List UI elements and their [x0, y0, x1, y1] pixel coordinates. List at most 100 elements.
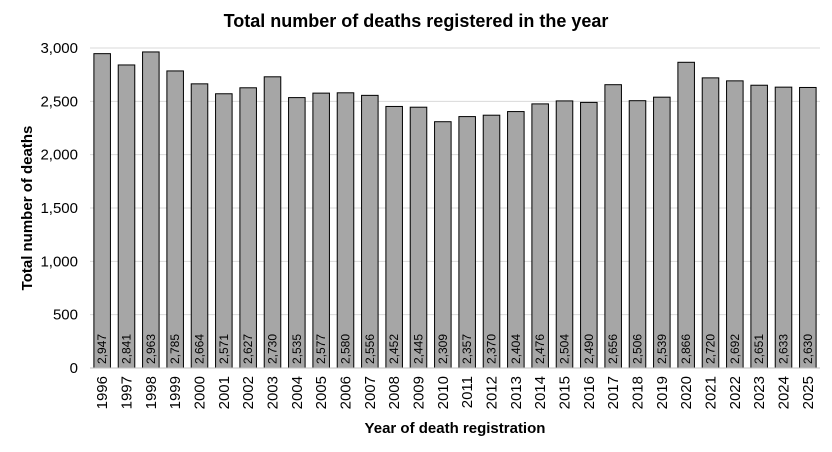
y-tick-label: 1,500 [40, 200, 78, 217]
bar [580, 101, 598, 369]
data-label: 2,309 [436, 334, 450, 364]
data-label: 2,664 [193, 334, 207, 364]
x-tick-label: 2012 [484, 376, 501, 409]
data-label: 2,633 [777, 334, 791, 364]
chart-title: Total number of deaths registered in the… [224, 11, 609, 31]
bar [482, 114, 501, 369]
bar [93, 53, 111, 369]
bar [701, 77, 720, 369]
x-tick-label: 2009 [411, 376, 428, 409]
x-tick-label: 1996 [94, 376, 111, 409]
data-label: 2,445 [412, 334, 426, 364]
gridlines [90, 47, 820, 316]
data-label: 2,630 [801, 334, 815, 364]
data-label: 2,556 [363, 334, 377, 364]
x-tick-label: 2010 [435, 376, 452, 409]
bar [628, 100, 647, 369]
bars [93, 51, 817, 369]
y-tick-labels: 0 500 1,000 1,500 2,000 2,500 3,000 [40, 40, 78, 377]
bar [239, 87, 257, 369]
x-tick-label: 2013 [508, 376, 525, 409]
data-label: 2,539 [655, 334, 669, 364]
bar [117, 64, 136, 369]
bar [653, 96, 671, 369]
bar [190, 83, 209, 369]
data-label: 2,504 [558, 334, 572, 364]
x-tick-label: 2018 [630, 376, 647, 409]
x-tick-label: 2020 [678, 376, 695, 409]
bar [555, 100, 574, 369]
x-tick-label: 2003 [265, 376, 282, 409]
x-tick-label: 2001 [216, 376, 233, 409]
data-label: 2,947 [95, 334, 109, 364]
bar [215, 93, 233, 369]
x-tick-label: 2024 [776, 376, 793, 409]
data-label: 2,730 [266, 334, 280, 364]
x-tick-label: 2000 [192, 376, 209, 409]
x-tick-label: 2015 [557, 376, 574, 409]
data-label: 2,571 [217, 334, 231, 364]
y-tick-label: 3,000 [40, 40, 78, 57]
bar [263, 76, 282, 369]
bar [361, 94, 379, 369]
data-label: 2,963 [144, 334, 158, 364]
data-label: 2,535 [290, 334, 304, 364]
x-tick-label: 1999 [167, 376, 184, 409]
data-label: 2,357 [460, 334, 474, 364]
data-label: 2,651 [752, 334, 766, 364]
y-tick-label: 2,500 [40, 93, 78, 110]
bar [531, 103, 549, 369]
x-tick-label: 2019 [654, 376, 671, 409]
bar [312, 92, 330, 369]
data-label: 2,692 [728, 334, 742, 364]
data-label: 2,506 [631, 334, 645, 364]
x-tick-label: 1998 [143, 376, 160, 409]
bar [409, 106, 428, 369]
data-label: 2,841 [120, 334, 134, 364]
bar [142, 51, 160, 369]
data-label: 2,452 [387, 334, 401, 364]
data-label: 2,490 [582, 334, 596, 364]
x-tick-label: 2005 [313, 376, 330, 409]
y-tick-label: 1,000 [40, 253, 78, 270]
x-tick-label: 1997 [119, 376, 136, 409]
x-tick-label: 2007 [362, 376, 379, 409]
bar [774, 86, 793, 369]
x-tick-label: 2021 [703, 376, 720, 409]
x-tick-label: 2023 [751, 376, 768, 409]
x-tick-label: 2016 [581, 376, 598, 409]
data-label: 2,580 [339, 334, 353, 364]
x-tick-label: 2002 [240, 376, 257, 409]
y-axis-label: Total number of deaths [19, 126, 36, 291]
bar [434, 121, 452, 369]
data-label: 2,476 [533, 334, 547, 364]
data-labels: 2,947 2,841 2,963 2,785 2,664 2,571 2,627 2,730… [95, 334, 815, 364]
data-label: 2,720 [704, 334, 718, 364]
y-tick-label: 500 [53, 307, 78, 324]
y-tick-label: 0 [70, 360, 78, 377]
x-tick-label: 2004 [289, 376, 306, 409]
y-tick-label: 2,000 [40, 147, 78, 164]
x-tick-label: 2025 [800, 376, 817, 409]
x-tick-label: 2022 [727, 376, 744, 409]
bar [677, 61, 695, 369]
bar [750, 84, 768, 369]
x-axis-label: Year of death registration [365, 420, 546, 437]
bar [726, 80, 744, 369]
data-label: 2,866 [679, 334, 693, 364]
x-tick-label: 2006 [338, 376, 355, 409]
bar [604, 84, 622, 369]
bar [799, 86, 817, 369]
bar [166, 70, 184, 369]
data-label: 2,785 [168, 334, 182, 364]
bar [336, 92, 355, 369]
x-tick-label: 2011 [459, 376, 476, 408]
data-label: 2,656 [606, 334, 620, 364]
bar [288, 97, 306, 369]
bar [507, 111, 525, 369]
x-tick-label: 2017 [605, 376, 622, 409]
bar [385, 105, 403, 369]
data-label: 2,370 [485, 334, 499, 364]
